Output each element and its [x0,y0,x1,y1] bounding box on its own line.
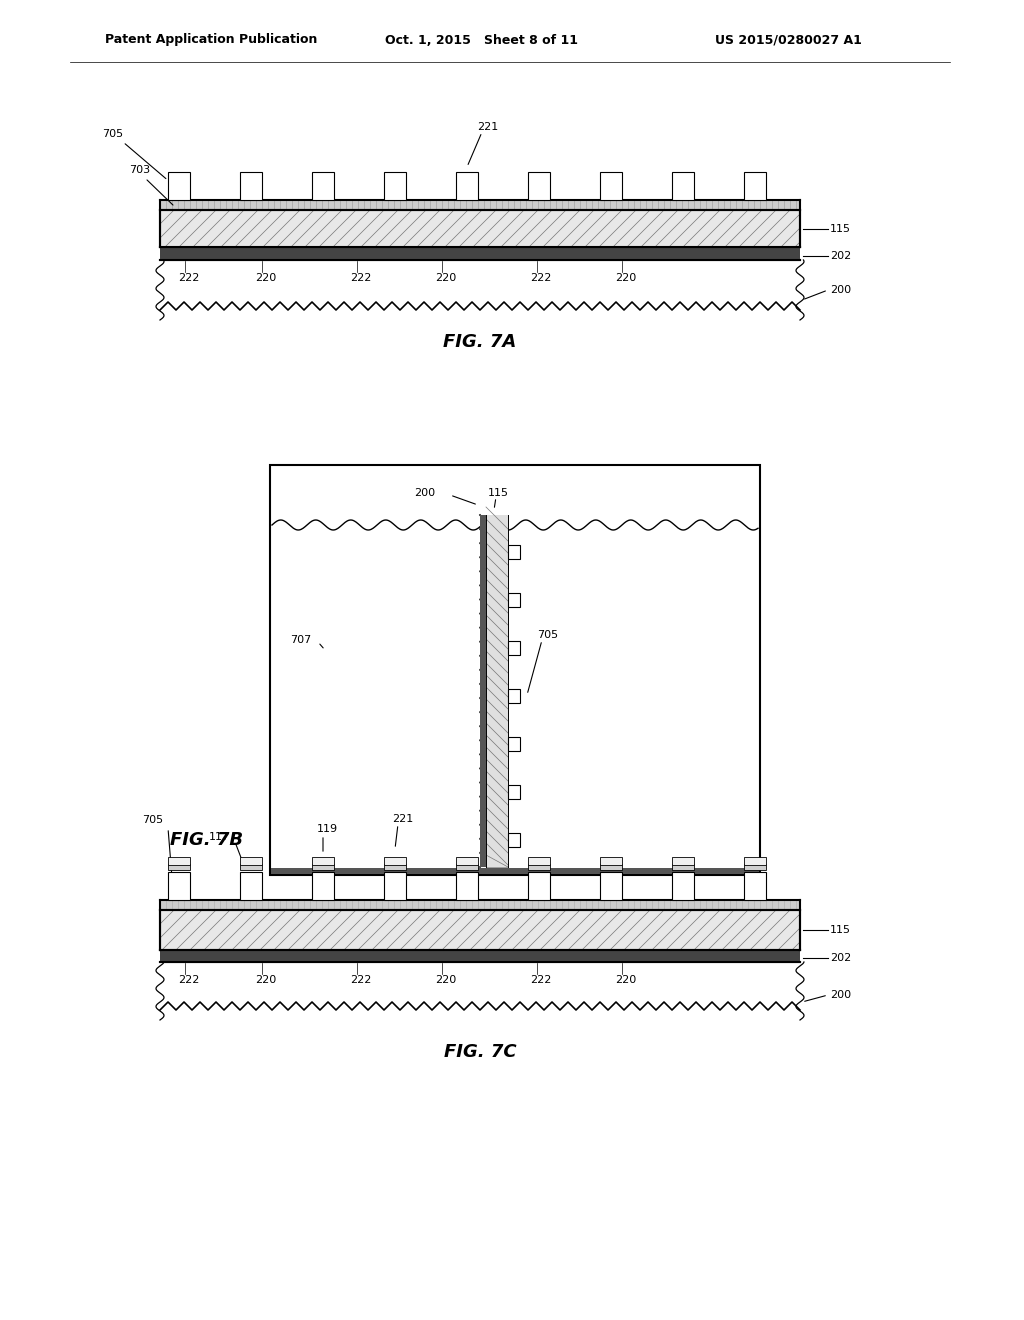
Text: 220: 220 [615,273,636,282]
Text: 200: 200 [830,285,851,294]
Text: FIG. 7B: FIG. 7B [170,832,243,849]
Text: US 2015/0280027 A1: US 2015/0280027 A1 [715,33,862,46]
Text: 200: 200 [830,990,851,1001]
Bar [160,210,800,247]
Bar [744,857,766,865]
Bar [456,865,478,870]
Bar [168,865,190,870]
Bar [508,833,520,847]
Text: 200: 200 [414,488,435,498]
Bar [160,950,800,962]
Text: 705: 705 [102,129,124,139]
Text: 705: 705 [537,630,558,640]
Text: 220: 220 [255,273,276,282]
Bar [508,545,520,558]
Bar [270,465,760,875]
Bar [508,737,520,751]
Bar [240,865,262,870]
Bar [744,172,766,201]
Bar [384,857,406,865]
Bar [312,873,334,900]
Bar [160,962,800,1020]
Text: 221: 221 [477,121,499,132]
Bar [508,785,520,799]
Text: 115: 115 [830,223,851,234]
Bar [384,865,406,870]
Bar [160,260,800,319]
Bar [240,172,262,201]
Bar [508,642,520,655]
Text: 220: 220 [435,273,457,282]
Text: 119: 119 [317,824,338,834]
Bar [160,247,800,260]
Bar [744,865,766,870]
Bar [528,172,550,201]
Bar [508,689,520,704]
Text: 115: 115 [830,925,851,935]
Bar [312,865,334,870]
Bar [528,873,550,900]
Bar [160,909,800,950]
Bar [600,865,622,870]
Bar [744,873,766,900]
Text: 707: 707 [290,635,311,645]
Text: 222: 222 [350,273,372,282]
Bar [160,201,800,210]
Text: 705: 705 [142,814,164,825]
Text: 220: 220 [435,975,457,985]
Text: 220: 220 [255,975,276,985]
Bar [168,873,190,900]
Bar [456,857,478,865]
Text: 222: 222 [350,975,372,985]
Bar [672,865,694,870]
Text: 220: 220 [615,975,636,985]
Text: Patent Application Publication: Patent Application Publication [105,33,317,46]
Text: 117: 117 [209,832,230,842]
Text: Oct. 1, 2015   Sheet 8 of 11: Oct. 1, 2015 Sheet 8 of 11 [385,33,578,46]
Text: 222: 222 [178,975,200,985]
Bar [456,873,478,900]
Bar [168,172,190,201]
Bar [672,857,694,865]
Bar [600,873,622,900]
Text: 222: 222 [530,273,551,282]
Bar [168,857,190,865]
Bar [508,593,520,607]
Text: 221: 221 [392,814,414,824]
Bar [160,900,800,909]
Bar [312,857,334,865]
Bar [480,515,486,867]
Bar [384,873,406,900]
Bar [271,869,759,874]
Text: 202: 202 [830,251,851,261]
Text: 202: 202 [830,953,851,964]
Bar [312,172,334,201]
Text: FIG. 7C: FIG. 7C [443,1043,516,1061]
Text: 115: 115 [488,488,509,498]
Bar [600,172,622,201]
Bar [672,172,694,201]
Bar [384,172,406,201]
Bar [456,172,478,201]
Bar [528,857,550,865]
Bar [240,857,262,865]
Text: FIG. 7A: FIG. 7A [443,333,517,351]
Bar [240,873,262,900]
Text: 222: 222 [178,273,200,282]
Bar [486,515,508,867]
Bar [528,865,550,870]
Text: 703: 703 [129,165,151,176]
Bar [672,873,694,900]
Bar [600,857,622,865]
Text: 222: 222 [530,975,551,985]
